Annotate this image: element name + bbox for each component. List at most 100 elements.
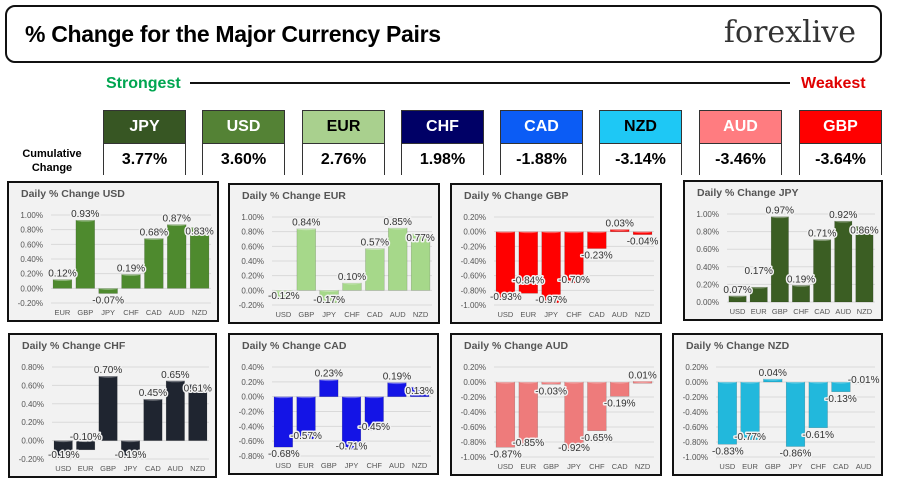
cumulative-value: -1.88%	[501, 144, 582, 175]
bar-cad	[813, 239, 832, 303]
bar-aud	[610, 229, 630, 232]
bar-usd	[717, 381, 737, 445]
y-tick-label: -1.00%	[683, 453, 708, 462]
bar-eur	[749, 286, 768, 303]
data-label: -0.19%	[604, 398, 636, 409]
y-tick-label: 0.00%	[463, 228, 486, 237]
y-tick-label: 0.40%	[21, 400, 44, 409]
bar-top	[143, 397, 163, 401]
data-label: -0.97%	[535, 295, 567, 306]
bar-top	[296, 395, 316, 399]
bar-jpy	[98, 288, 118, 294]
y-tick-label: 0.40%	[696, 263, 719, 272]
y-tick-label: -0.40%	[461, 408, 486, 417]
forexlive-logo: forexlive	[723, 15, 856, 50]
data-label: 0.85%	[384, 217, 412, 228]
currency-box-aud: AUD -3.46%	[699, 110, 782, 175]
bar-top	[610, 227, 630, 231]
y-tick-label: 0.80%	[241, 228, 264, 237]
data-label: -0.23%	[581, 251, 613, 262]
bar-nzd	[188, 384, 208, 441]
bar-eur	[296, 396, 316, 440]
bar-top	[564, 380, 584, 384]
bar-cad	[610, 381, 630, 397]
x-tick-label: EUR	[520, 310, 536, 319]
currency-box-chf: CHF 1.98%	[401, 110, 484, 175]
bar-top	[319, 378, 339, 382]
y-tick-label: 0.40%	[241, 257, 264, 266]
bar-gbp	[541, 381, 561, 385]
chart-plot: -0.20% 0.00% 0.20% 0.40% 0.60% 0.80% 1.00% EUR G…	[18, 208, 216, 317]
data-label: -0.13%	[825, 394, 857, 405]
x-tick-label: CAD	[146, 308, 162, 317]
bar-gbp	[763, 378, 783, 383]
bar-top	[53, 278, 72, 282]
bar-top	[319, 288, 339, 292]
data-label: -0.85%	[512, 438, 544, 449]
y-tick-label: -0.40%	[683, 408, 708, 417]
data-label: -0.07%	[92, 295, 124, 306]
data-label: 0.61%	[184, 383, 212, 394]
data-label: 0.10%	[338, 272, 366, 283]
data-label: 0.70%	[94, 365, 122, 376]
bar-chf	[364, 396, 384, 431]
bar-top	[496, 230, 515, 234]
data-label: 0.93%	[71, 209, 99, 220]
x-tick-label: GBP	[100, 464, 116, 473]
data-label: -0.86%	[780, 449, 812, 460]
bar-usd	[728, 295, 747, 303]
bar-top	[740, 380, 760, 384]
bar-gbp	[296, 228, 316, 291]
chart-plot: -0.80% -0.60% -0.40% -0.20% 0.00% 0.20% 0.40% U…	[239, 363, 436, 470]
cumulative-value: -3.46%	[700, 144, 781, 175]
data-label: 0.01%	[628, 370, 656, 381]
y-tick-label: -1.00%	[461, 453, 486, 462]
bar-eur	[740, 381, 760, 440]
y-tick-label: 1.00%	[696, 210, 719, 219]
x-tick-label: EUR	[751, 307, 767, 316]
data-label: 0.68%	[140, 227, 168, 238]
y-tick-label: 0.20%	[241, 378, 264, 387]
cumulative-value: -3.64%	[800, 144, 881, 175]
bar-gbp	[770, 216, 789, 303]
bar-usd	[273, 290, 294, 300]
x-tick-label: JPY	[789, 462, 803, 471]
strongest-label: Strongest	[106, 75, 181, 92]
bar-top	[718, 380, 737, 384]
x-tick-label: JPY	[101, 308, 115, 317]
chart-usd: Daily % Change USD -0.20% 0.00% 0.20% 0.40% 0…	[7, 181, 219, 322]
chart-plot: -0.20% 0.00% 0.20% 0.40% 0.60% 0.80% 1.00% USD G…	[239, 213, 437, 319]
cumulative-value: 3.77%	[104, 144, 185, 175]
bar-eur	[518, 231, 538, 294]
bar-cad	[587, 231, 607, 249]
bar-top	[813, 238, 831, 242]
y-tick-label: -0.40%	[239, 422, 264, 431]
x-tick-label: EUR	[742, 462, 758, 471]
bar-chf	[587, 381, 607, 431]
chart-title: Daily % Change CAD	[242, 340, 347, 352]
x-tick-label: NZD	[635, 310, 651, 319]
chart-aud: Daily % Change AUD -1.00% -0.80% -0.60% -0.4…	[450, 333, 662, 476]
y-tick-label: -0.60%	[683, 423, 708, 432]
data-label: -0.10%	[70, 432, 102, 443]
x-tick-label: CAD	[612, 462, 628, 471]
cumulative-value: 2.76%	[303, 144, 384, 175]
y-tick-label: -0.20%	[461, 242, 486, 251]
chart-plot: -1.00% -0.80% -0.60% -0.40% -0.20% 0.00% 0.20%…	[461, 213, 660, 319]
bar-top	[190, 225, 209, 229]
bar-top	[808, 380, 828, 384]
bar-top	[610, 380, 630, 384]
bar-chf	[342, 282, 362, 291]
y-tick-label: -0.20%	[239, 301, 264, 310]
bar-top	[167, 223, 187, 227]
y-tick-label: 0.00%	[685, 378, 708, 387]
y-tick-label: -0.20%	[683, 393, 708, 402]
data-label: 0.97%	[766, 206, 794, 217]
data-label: -0.65%	[581, 433, 613, 444]
data-label: -0.84%	[512, 275, 544, 286]
x-tick-label: GBP	[772, 307, 788, 316]
x-tick-label: USD	[498, 462, 514, 471]
data-label: 0.04%	[759, 368, 787, 379]
data-label: 0.65%	[161, 370, 189, 381]
strength-line	[190, 82, 790, 84]
